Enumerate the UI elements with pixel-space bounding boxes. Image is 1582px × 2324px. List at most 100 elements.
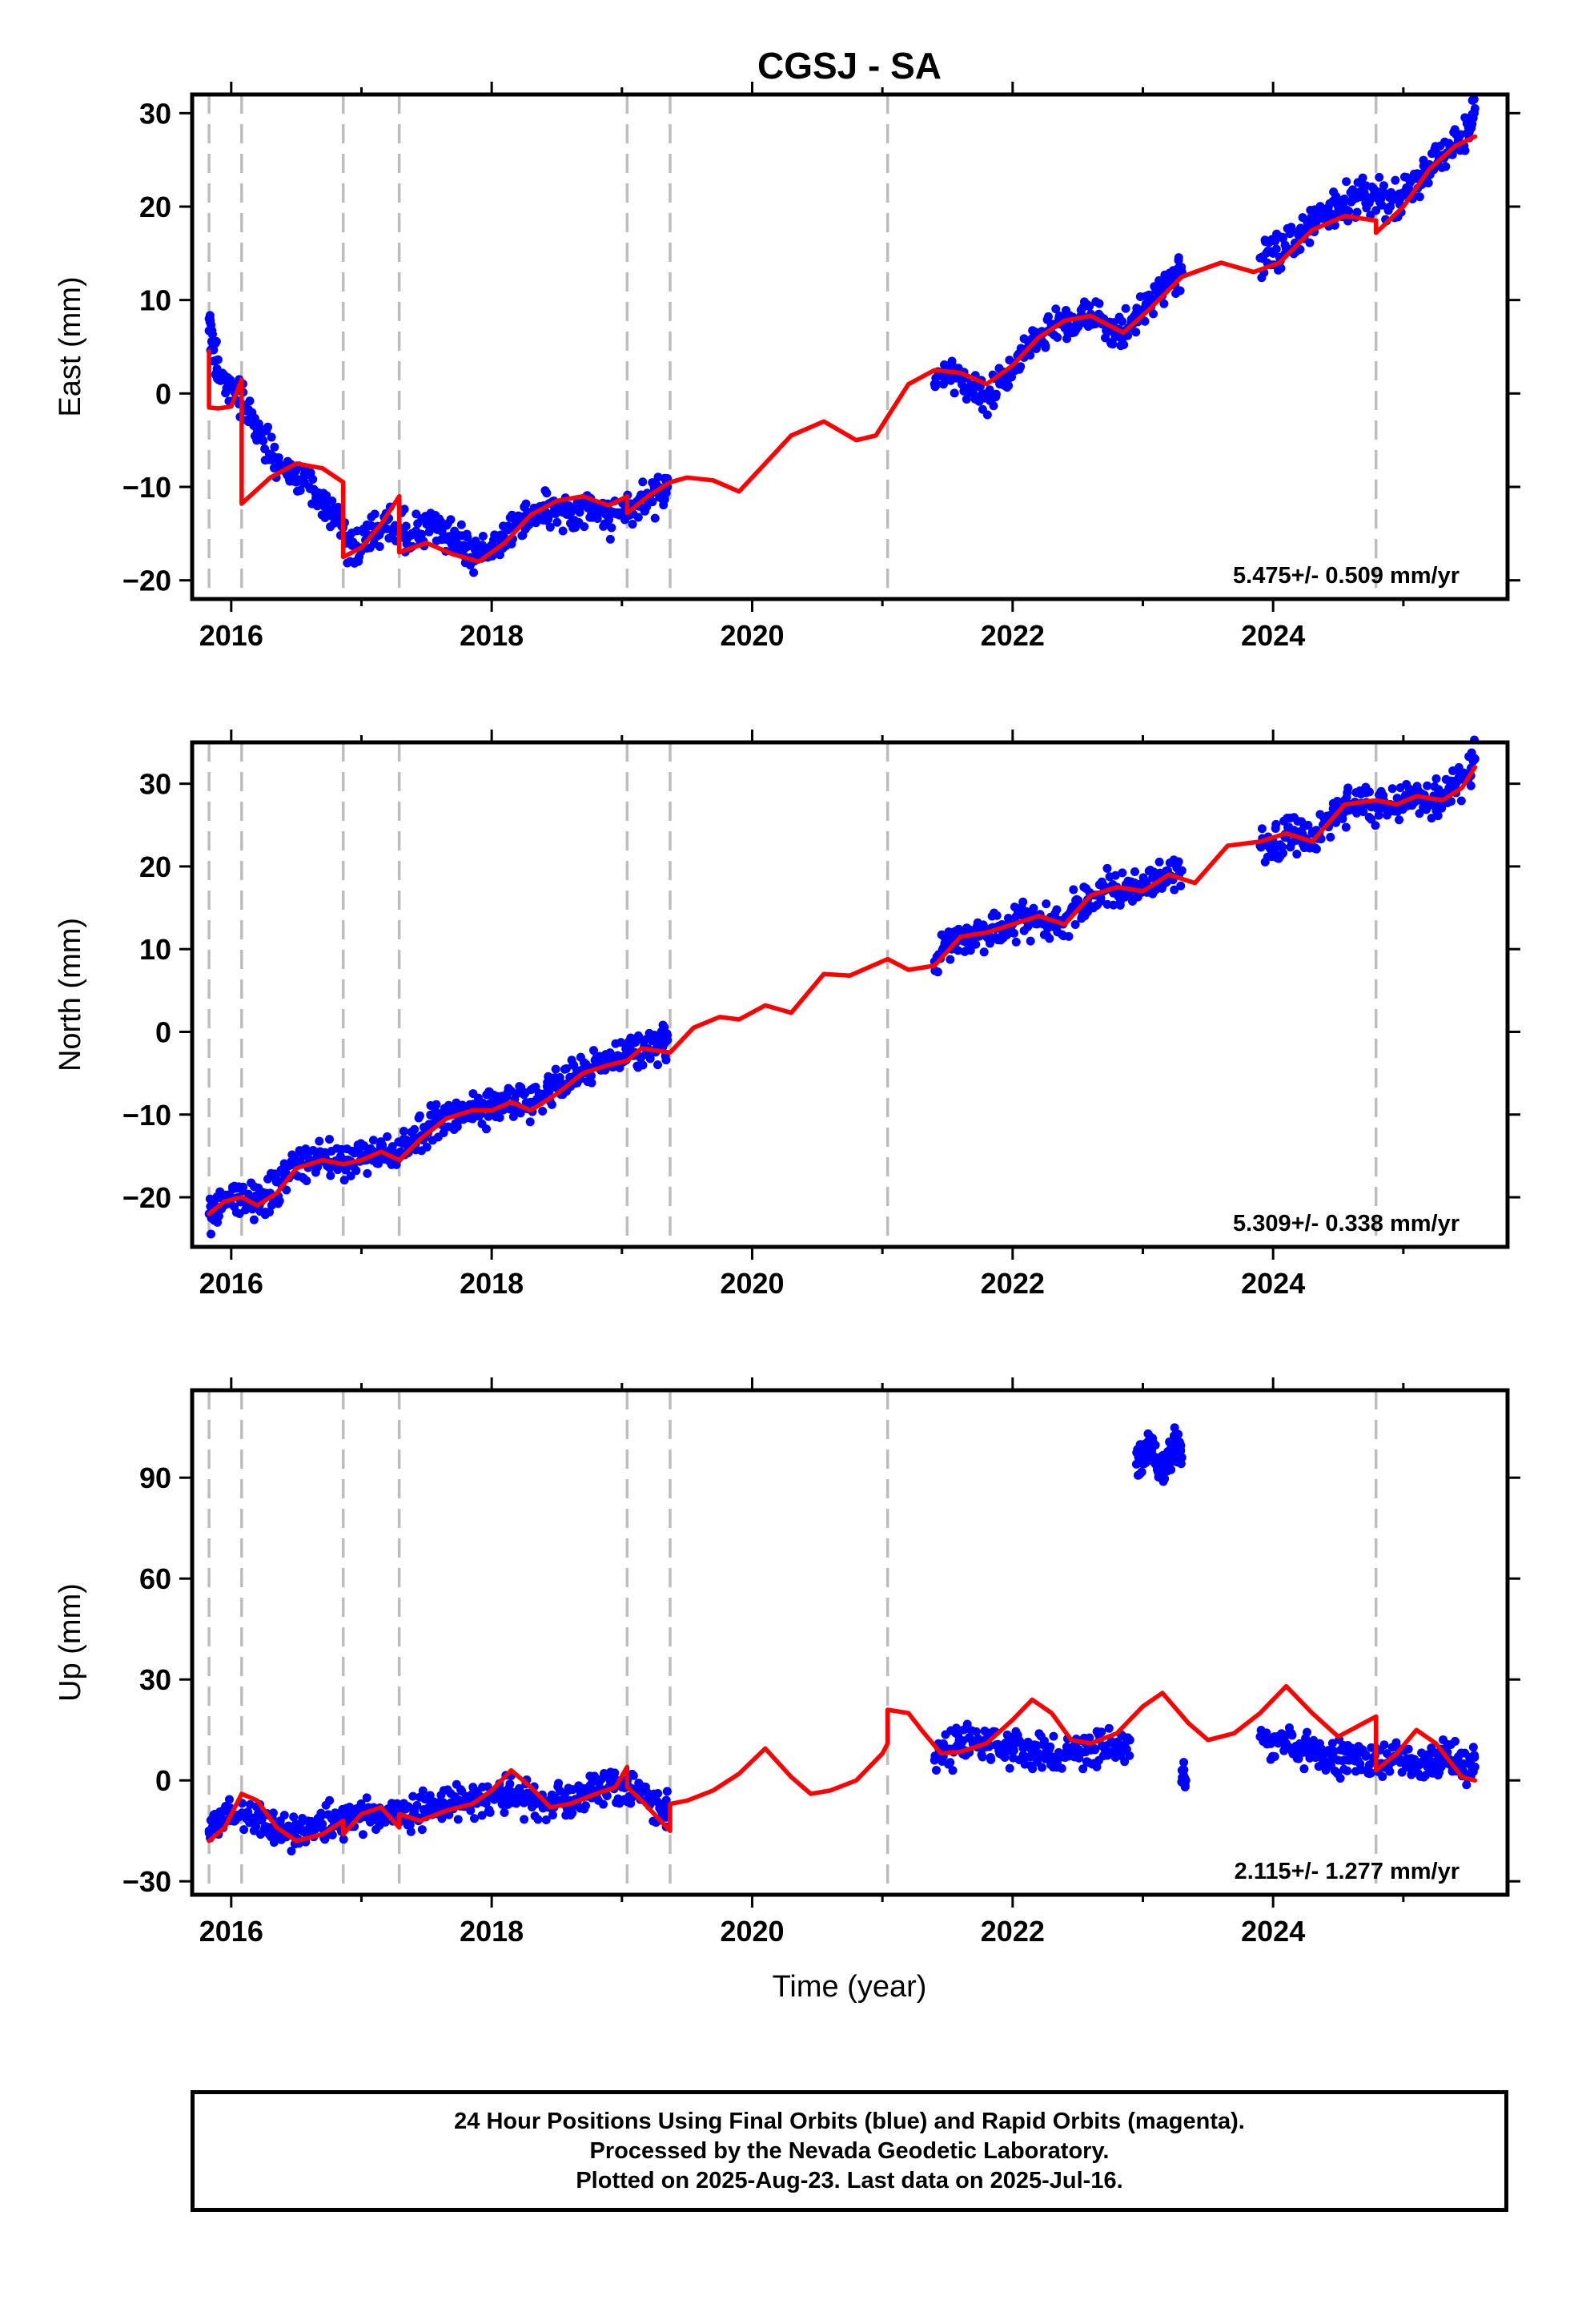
north-data-point — [374, 1159, 383, 1168]
up-data-point — [1327, 1739, 1337, 1748]
north-y-tick-label: −10 — [122, 1099, 171, 1132]
up-data-point — [239, 1825, 249, 1835]
up-data-point — [1462, 1780, 1472, 1790]
east-data-point — [1469, 94, 1479, 104]
east-data-point — [1375, 172, 1384, 182]
east-data-point — [1149, 309, 1158, 319]
north-data-point — [588, 1046, 598, 1055]
north-data-point — [1011, 937, 1021, 947]
up-data-point — [1294, 1754, 1303, 1763]
up-data-point — [392, 1799, 402, 1808]
north-data-point — [495, 1113, 504, 1123]
up-data-point — [1470, 1762, 1480, 1771]
east-y-tick-label: 0 — [155, 377, 171, 410]
north-data-point — [1130, 867, 1139, 877]
east-data-point — [1460, 146, 1470, 155]
up-data-point — [1120, 1757, 1130, 1767]
east-rate-label: 5.475+/- 0.509 mm/yr — [1233, 563, 1460, 589]
east-data-point — [1344, 207, 1354, 216]
up-data-point — [1170, 1423, 1179, 1433]
up-data-point — [568, 1808, 577, 1818]
north-data-point — [946, 955, 955, 964]
up-data-point — [1335, 1774, 1345, 1783]
north-data-point — [1371, 821, 1380, 830]
up-data-point — [1378, 1771, 1387, 1781]
north-data-point — [1343, 783, 1353, 793]
up-x-tick-label: 2020 — [720, 1915, 784, 1948]
east-data-point — [270, 442, 279, 452]
up-data-point — [287, 1846, 296, 1856]
north-data-point — [1423, 781, 1432, 790]
up-x-tick-label: 2024 — [1241, 1915, 1305, 1948]
up-data-point — [1179, 1758, 1189, 1767]
north-data-point — [616, 1038, 626, 1047]
north-data-point — [645, 1054, 655, 1063]
up-data-point — [1177, 1453, 1186, 1462]
north-y-tick-label: 20 — [139, 850, 171, 883]
east-data-point — [456, 520, 466, 529]
up-y-tick-label: 90 — [139, 1462, 171, 1494]
up-data-point — [1104, 1723, 1114, 1733]
east-data-point — [333, 502, 343, 512]
up-data-point — [541, 1815, 551, 1824]
up-x-tick-label: 2018 — [460, 1915, 524, 1948]
north-data-point — [1003, 913, 1013, 923]
up-data-point — [653, 1789, 663, 1799]
up-data-point — [1150, 1440, 1160, 1449]
footer-line-1: 24 Hour Positions Using Final Orbits (bl… — [454, 2108, 1245, 2134]
east-data-point — [209, 345, 219, 355]
north-data-point — [1110, 870, 1120, 880]
east-data-point — [1131, 328, 1141, 337]
up-data-point — [466, 1806, 476, 1815]
north-data-point — [1154, 857, 1164, 866]
east-data-point — [633, 513, 643, 522]
east-data-point — [1423, 178, 1433, 187]
up-model-line — [207, 1683, 1478, 1844]
east-data-point — [604, 515, 614, 525]
up-data-point — [1057, 1763, 1066, 1773]
up-data-point — [1038, 1763, 1047, 1772]
up-data-point — [325, 1795, 335, 1805]
north-data-point — [1341, 822, 1351, 832]
north-data-point — [207, 1229, 216, 1239]
north-data-point — [933, 967, 942, 977]
north-data-point — [653, 1060, 663, 1070]
east-data-point — [1043, 312, 1053, 321]
east-y-axis-label: East (mm) — [54, 276, 87, 416]
up-data-point — [406, 1827, 416, 1836]
north-data-point — [1070, 920, 1080, 930]
east-data-point — [1358, 173, 1367, 183]
up-data-point — [1450, 1736, 1460, 1746]
north-y-tick-label: 0 — [155, 1015, 171, 1048]
up-data-point — [327, 1830, 337, 1839]
up-data-point — [1046, 1742, 1055, 1751]
north-data-point — [399, 1126, 408, 1136]
north-data-point — [432, 1100, 441, 1109]
east-data-point — [1094, 299, 1104, 308]
up-data-point — [1028, 1764, 1038, 1774]
east-data-point — [295, 485, 305, 495]
up-data-point — [1181, 1775, 1191, 1785]
north-data-point — [508, 1112, 518, 1121]
north-data-point — [439, 1128, 448, 1137]
up-plot-frame — [190, 1388, 1510, 1897]
east-data-point — [991, 389, 1001, 399]
north-data-point — [1102, 863, 1112, 873]
east-data-point — [259, 436, 268, 446]
north-data-point — [1042, 899, 1051, 909]
up-data-point — [339, 1835, 348, 1844]
north-data-point — [992, 911, 1002, 920]
east-data-point — [580, 522, 589, 532]
north-data-point — [1303, 820, 1313, 830]
north-data-point — [1052, 905, 1062, 915]
up-rate-label: 2.115+/- 1.277 mm/yr — [1235, 1859, 1460, 1884]
north-data-point — [1277, 842, 1287, 851]
east-y-tick-label: 10 — [139, 284, 171, 317]
up-data-point — [1299, 1764, 1309, 1774]
north-data-point — [1170, 885, 1179, 895]
up-data-point — [1125, 1735, 1134, 1745]
up-data-point — [485, 1807, 495, 1817]
north-data-point — [1470, 754, 1480, 764]
east-x-tick-label: 2022 — [981, 619, 1045, 652]
east-x-tick-label: 2018 — [460, 619, 524, 652]
